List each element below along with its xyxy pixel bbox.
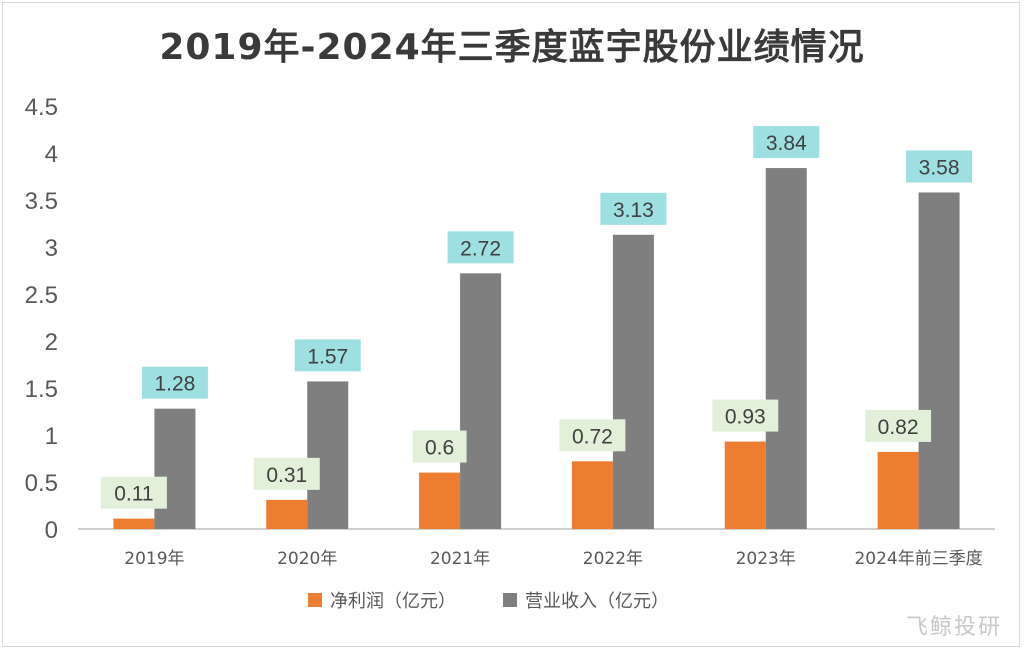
watermark: 飞鲸投研 xyxy=(905,615,1002,640)
legend-swatch-net-profit xyxy=(308,593,322,607)
bar-revenue xyxy=(765,168,807,530)
y-tick-label: 3 xyxy=(45,235,58,262)
y-tick-label: 0.5 xyxy=(25,470,58,497)
bar-revenue xyxy=(460,273,502,529)
y-tick-label: 1 xyxy=(45,423,58,450)
y-tick-label: 3.5 xyxy=(25,188,58,215)
x-tick-label: 2024年前三季度 xyxy=(854,549,982,569)
data-label: 0.11 xyxy=(114,483,153,506)
data-label-box xyxy=(559,419,626,452)
y-tick-label: 1.5 xyxy=(25,376,58,403)
data-label-box xyxy=(865,409,932,442)
bar-revenue xyxy=(612,234,654,529)
data-label-box xyxy=(253,457,320,490)
bar-net-profit xyxy=(266,499,308,529)
data-label: 3.58 xyxy=(919,156,960,179)
data-label: 0.72 xyxy=(572,425,613,448)
data-label-box xyxy=(141,366,208,399)
bar-revenue xyxy=(154,408,196,529)
data-label-box xyxy=(600,192,667,225)
x-tick-label: 2023年 xyxy=(736,549,796,569)
y-tick-label: 4.5 xyxy=(25,94,58,121)
y-tick-label: 4 xyxy=(45,141,58,168)
bar-revenue xyxy=(918,192,960,530)
data-label: 0.82 xyxy=(878,416,919,439)
legend-swatch-revenue xyxy=(503,593,517,607)
legend-label-net-profit: 净利润（亿元） xyxy=(330,591,456,612)
data-label-box xyxy=(100,476,167,509)
y-tick-label: 2.5 xyxy=(25,282,58,309)
data-label: 0.31 xyxy=(266,464,307,487)
x-tick-label: 2019年 xyxy=(124,549,184,569)
bar-net-profit xyxy=(724,441,766,529)
y-tick-label: 0 xyxy=(45,517,58,544)
data-label-box xyxy=(753,126,820,159)
bar-net-profit xyxy=(419,472,461,529)
data-label: 1.28 xyxy=(154,373,195,396)
chart-title: 2019年-2024年三季度蓝宇股份业绩情况 xyxy=(159,27,865,68)
bar-revenue xyxy=(307,381,349,529)
bar-net-profit xyxy=(571,461,613,529)
legend-label-revenue: 营业收入（亿元） xyxy=(525,591,669,612)
data-label: 1.57 xyxy=(307,345,348,368)
data-label-box xyxy=(294,339,361,372)
data-label: 2.72 xyxy=(460,237,501,260)
data-label: 3.84 xyxy=(766,132,807,155)
x-tick-label: 2020年 xyxy=(277,549,337,569)
data-label-box xyxy=(906,150,973,183)
bar-net-profit xyxy=(113,518,155,529)
x-tick-label: 2021年 xyxy=(430,549,490,569)
y-tick-label: 2 xyxy=(45,329,58,356)
data-label: 0.93 xyxy=(725,406,766,429)
x-tick-label: 2022年 xyxy=(583,549,643,569)
data-label: 0.6 xyxy=(425,437,454,460)
data-label-box xyxy=(412,430,467,463)
data-label-box xyxy=(447,231,514,264)
bar-net-profit xyxy=(877,451,919,529)
data-label: 3.13 xyxy=(613,199,654,222)
data-label-box xyxy=(712,399,779,432)
